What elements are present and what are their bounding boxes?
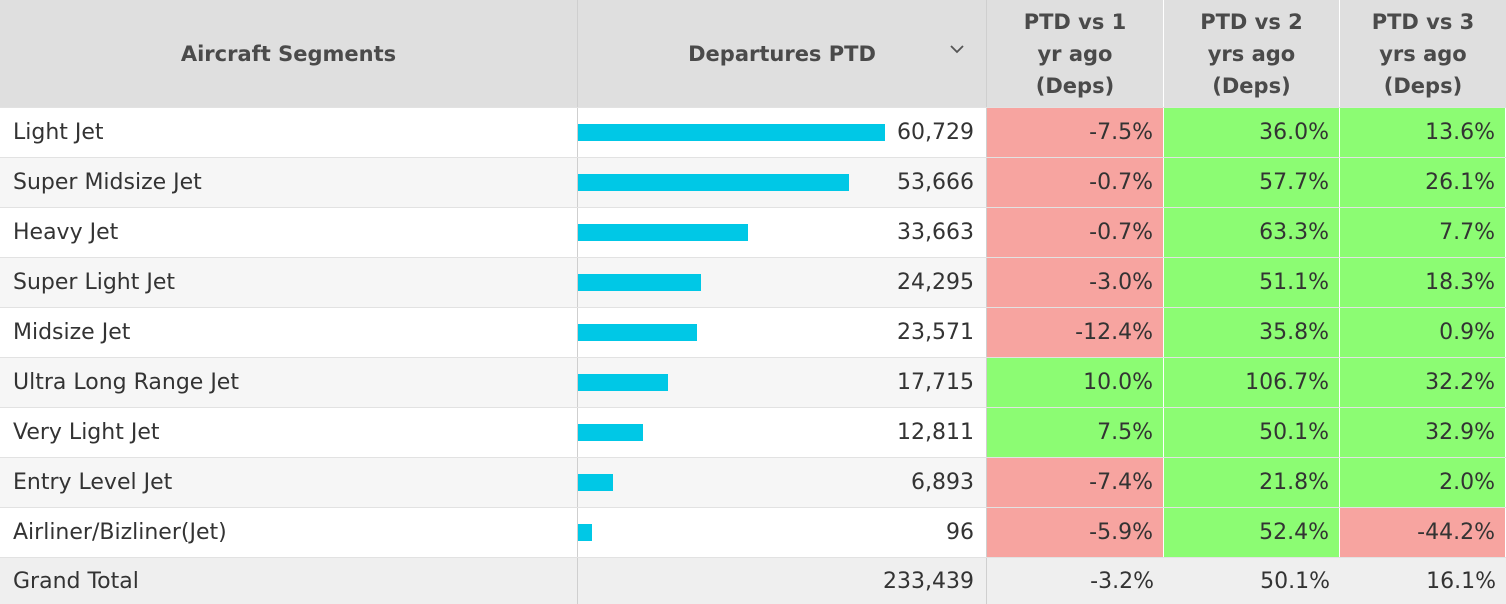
ptd-vs-2-value: 36.0% [1164,108,1340,157]
ptd-vs-1-value: -7.5% [987,108,1164,157]
departures-bar [578,124,885,141]
ptd-vs-1-value: 10.0% [987,358,1164,407]
ptd-vs-1-value: -12.4% [987,308,1164,357]
header-label: PTD vs 2 yrs ago (Deps) [1200,9,1303,98]
table-row[interactable]: Super Midsize Jet 53,666 -0.7% 57.7% 26.1% [0,157,1506,207]
ptd-vs-3-value: 18.3% [1340,258,1506,307]
departures-bar [578,324,697,341]
ptd-vs-1-value: -0.7% [987,158,1164,207]
ptd-vs-3-value: 13.6% [1340,108,1506,157]
header-label: PTD vs 1 yr ago (Deps) [1023,9,1127,98]
table-row[interactable]: Very Light Jet 12,811 7.5% 50.1% 32.9% [0,407,1506,457]
ptd-vs-3-value: 32.9% [1340,408,1506,457]
ptd-vs-3-value: -44.2% [1340,508,1506,557]
header-label: PTD vs 3 yrs ago (Deps) [1371,9,1475,98]
ptd-vs-1-value: -5.9% [987,508,1164,557]
header-ptd-vs-3-yrs[interactable]: PTD vs 3 yrs ago (Deps) [1340,0,1506,107]
ptd-vs-2-value: 106.7% [1164,358,1340,407]
segment-name: Entry Level Jet [13,470,173,495]
table-row[interactable]: Airliner/Bizliner(Jet) 96 -5.9% 52.4% -44.2% [0,507,1506,557]
departures-value: 6,893 [577,458,987,507]
departures-value: 23,571 [577,308,987,357]
ptd-vs-1-value: -3.0% [987,258,1164,307]
header-ptd-vs-1-yr[interactable]: PTD vs 1 yr ago (Deps) [987,0,1164,107]
departures-bar [578,174,849,191]
ptd-vs-2-value: 52.4% [1164,508,1340,557]
ptd-vs-1-value: -7.4% [987,458,1164,507]
departures-bar [578,274,701,291]
table-row[interactable]: Heavy Jet 33,663 -0.7% 63.3% 7.7% [0,207,1506,257]
ptd-vs-2-value: 51.1% [1164,258,1340,307]
grand-total-row: Grand Total 233,439 -3.2% 50.1% 16.1% [0,557,1506,604]
segment-name: Ultra Long Range Jet [13,370,239,395]
ptd-vs-3-value: 7.7% [1340,208,1506,257]
chevron-down-icon[interactable] [946,38,968,60]
segment-name: Midsize Jet [13,320,131,345]
ptd-vs-2-value: 57.7% [1164,158,1340,207]
segment-name: Heavy Jet [13,220,119,245]
ptd-vs-2-value: 50.1% [1164,408,1340,457]
table-row[interactable]: Entry Level Jet 6,893 -7.4% 21.8% 2.0% [0,457,1506,507]
ptd-vs-2-value: 35.8% [1164,308,1340,357]
segment-name: Light Jet [13,120,104,145]
header-label: Departures PTD [688,41,876,66]
grand-total-departures: 233,439 [577,558,987,604]
header-ptd-vs-2-yrs[interactable]: PTD vs 2 yrs ago (Deps) [1164,0,1340,107]
departures-value: 96 [577,508,987,557]
departures-value: 24,295 [577,258,987,307]
departures-value: 53,666 [577,158,987,207]
table-row[interactable]: Ultra Long Range Jet 17,715 10.0% 106.7% 32.… [0,357,1506,407]
departures-value: 12,811 [577,408,987,457]
ptd-vs-3-value: 26.1% [1340,158,1506,207]
segment-name: Airliner/Bizliner(Jet) [13,520,227,545]
grand-total-ptd-vs-3: 16.1% [1426,568,1496,594]
ptd-vs-1-value: 7.5% [987,408,1164,457]
ptd-vs-2-value: 63.3% [1164,208,1340,257]
segment-name: Very Light Jet [13,420,160,445]
departures-bar [578,374,668,391]
segment-name: Super Midsize Jet [13,170,202,195]
departures-bar [578,524,592,541]
ptd-vs-3-value: 0.9% [1340,308,1506,357]
table-row[interactable]: Super Light Jet 24,295 -3.0% 51.1% 18.3% [0,257,1506,307]
departures-value: 60,729 [577,108,987,157]
header-departures-ptd[interactable]: Departures PTD [577,0,987,107]
grand-total-ptd-vs-1: -3.2% [1090,568,1154,594]
ptd-vs-2-value: 21.8% [1164,458,1340,507]
grand-total-ptd-vs-2: 50.1% [1260,568,1330,594]
departures-value: 33,663 [577,208,987,257]
departures-bar [578,224,748,241]
grand-total-label: Grand Total [13,568,139,594]
departures-bar [578,474,613,491]
header-aircraft-segments[interactable]: Aircraft Segments [0,0,577,107]
departures-value: 17,715 [577,358,987,407]
table-row[interactable]: Midsize Jet 23,571 -12.4% 35.8% 0.9% [0,307,1506,357]
segment-name: Super Light Jet [13,270,175,295]
ptd-vs-3-value: 2.0% [1340,458,1506,507]
ptd-vs-3-value: 32.2% [1340,358,1506,407]
departures-bar [578,424,643,441]
header-label: Aircraft Segments [180,41,397,66]
ptd-vs-1-value: -0.7% [987,208,1164,257]
